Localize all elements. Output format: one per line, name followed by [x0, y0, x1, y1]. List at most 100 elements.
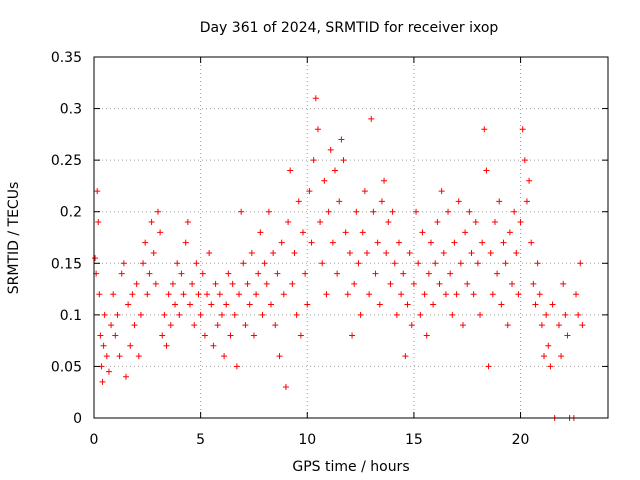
y-tick-label: 0.25	[51, 153, 82, 169]
data-point	[116, 353, 123, 360]
data-point	[278, 239, 285, 246]
data-point	[221, 353, 228, 360]
data-point	[496, 198, 503, 205]
data-point	[521, 157, 528, 164]
data-point	[323, 291, 330, 298]
data-point	[180, 291, 187, 298]
data-point	[99, 378, 106, 385]
data-point	[455, 198, 462, 205]
data-point	[218, 311, 225, 318]
data-point	[408, 322, 415, 329]
data-point	[154, 208, 161, 215]
data-point	[268, 301, 275, 308]
data-point	[248, 249, 255, 256]
data-point	[317, 219, 324, 226]
data-point	[276, 353, 283, 360]
data-point	[562, 311, 569, 318]
data-point	[457, 260, 464, 267]
data-point	[366, 291, 373, 298]
data-point	[285, 219, 292, 226]
data-point	[440, 249, 447, 256]
data-point	[447, 270, 454, 277]
data-point	[485, 363, 492, 370]
data-point	[238, 208, 245, 215]
data-point	[415, 260, 422, 267]
data-point	[253, 291, 260, 298]
data-point	[504, 322, 511, 329]
data-point	[327, 146, 334, 153]
data-point	[172, 301, 179, 308]
data-point	[242, 322, 249, 329]
data-point	[349, 332, 356, 339]
data-point	[545, 342, 552, 349]
data-point	[287, 167, 294, 174]
data-point	[430, 301, 437, 308]
data-point	[511, 208, 518, 215]
y-tick-labels: 0 0.05 0.1 0.15 0.2 0.25 0.3 0.35	[51, 50, 82, 427]
data-point	[223, 301, 230, 308]
data-point	[513, 249, 520, 256]
data-point	[538, 322, 545, 329]
data-point	[462, 229, 469, 236]
data-point	[131, 322, 138, 329]
data-point	[421, 291, 428, 298]
data-point	[479, 239, 486, 246]
data-point	[108, 322, 115, 329]
data-point	[332, 167, 339, 174]
data-point	[489, 291, 496, 298]
data-point	[250, 332, 257, 339]
data-point	[530, 280, 537, 287]
data-point	[144, 291, 151, 298]
data-point	[410, 280, 417, 287]
data-point	[442, 291, 449, 298]
data-point	[193, 260, 200, 267]
data-point	[272, 322, 279, 329]
data-point	[353, 208, 360, 215]
data-point	[159, 332, 166, 339]
data-point	[432, 260, 439, 267]
data-point	[169, 280, 176, 287]
y-axis-label: SRMTID / TECUs	[6, 182, 22, 295]
data-point	[577, 260, 584, 267]
data-point	[555, 322, 562, 329]
data-point	[398, 291, 405, 298]
data-point	[178, 270, 185, 277]
data-point	[127, 342, 134, 349]
data-point	[445, 208, 452, 215]
y-tick-label: 0.2	[60, 205, 82, 221]
data-point	[472, 219, 479, 226]
data-point	[148, 219, 155, 226]
data-point	[423, 332, 430, 339]
data-point	[376, 301, 383, 308]
data-point	[312, 95, 319, 102]
data-point	[157, 229, 164, 236]
data-point	[231, 311, 238, 318]
data-point	[195, 291, 202, 298]
data-point	[438, 188, 445, 195]
x-tick-label: 5	[196, 432, 205, 448]
data-point	[103, 353, 110, 360]
data-point	[212, 280, 219, 287]
data-point	[233, 363, 240, 370]
data-point	[295, 198, 302, 205]
data-point	[549, 301, 556, 308]
data-point	[387, 280, 394, 287]
data-point	[206, 249, 213, 256]
y-tick-label: 0.35	[51, 50, 82, 66]
data-point	[174, 260, 181, 267]
data-point	[314, 126, 321, 133]
data-point	[346, 249, 353, 256]
data-point	[204, 291, 211, 298]
data-point	[519, 126, 526, 133]
data-point	[342, 229, 349, 236]
data-point	[274, 270, 281, 277]
data-point	[491, 219, 498, 226]
data-point	[291, 249, 298, 256]
data-point	[110, 291, 117, 298]
data-point	[167, 322, 174, 329]
data-point	[436, 280, 443, 287]
data-point	[506, 229, 513, 236]
data-point	[137, 311, 144, 318]
data-point	[257, 229, 264, 236]
data-point	[92, 255, 99, 262]
